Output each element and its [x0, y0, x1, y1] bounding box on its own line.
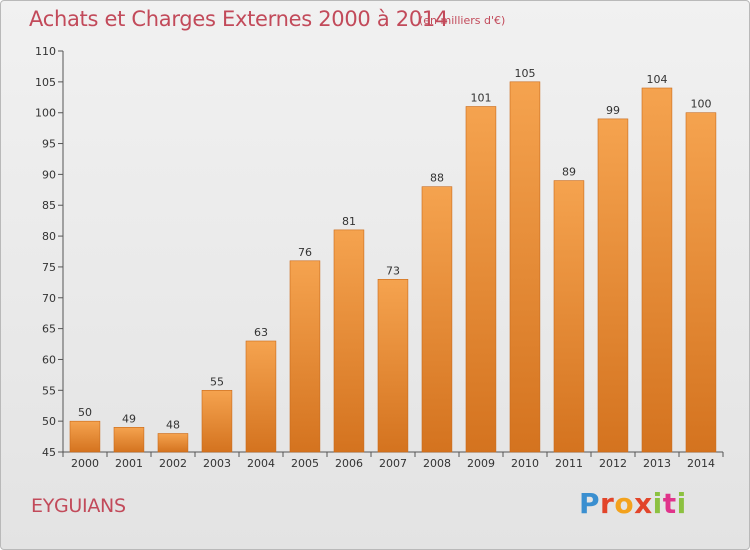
x-tick-label: 2012 [599, 457, 627, 470]
bar-2000 [69, 420, 101, 453]
chart-subtitle: (en milliers d'€) [419, 14, 506, 27]
y-tick-label: 65 [42, 323, 56, 336]
data-label: 63 [254, 326, 268, 339]
data-label: 48 [166, 418, 180, 431]
y-tick-label: 105 [35, 76, 56, 89]
bar-2005 [289, 260, 321, 453]
data-label: 88 [430, 172, 444, 185]
x-tick-label: 2014 [687, 457, 715, 470]
x-tick-label: 2000 [71, 457, 99, 470]
y-tick-label: 85 [42, 199, 56, 212]
proxiti-logo[interactable]: Proxiti [579, 487, 687, 520]
bar-2006 [333, 229, 365, 453]
bar-2003 [201, 389, 233, 453]
data-label: 55 [210, 375, 224, 388]
bar-2004 [245, 340, 277, 453]
data-label: 99 [606, 104, 620, 117]
y-tick-label: 110 [35, 45, 56, 58]
bar-2013 [641, 87, 673, 453]
data-label: 105 [515, 67, 536, 80]
x-tick-label: 2009 [467, 457, 495, 470]
x-tick-label: 2002 [159, 457, 187, 470]
data-label: 89 [562, 166, 576, 179]
y-tick-label: 95 [42, 138, 56, 151]
x-tick-label: 2010 [511, 457, 539, 470]
bar-2010 [509, 81, 541, 453]
bar-2008 [421, 186, 453, 453]
data-label: 73 [386, 264, 400, 277]
town-name: EYGUIANS [31, 495, 126, 517]
bar-2011 [553, 180, 585, 453]
data-label: 49 [122, 412, 136, 425]
x-tick-label: 2006 [335, 457, 363, 470]
data-label: 50 [78, 406, 92, 419]
data-label: 101 [471, 92, 492, 105]
data-label: 104 [647, 73, 668, 86]
y-tick-label: 70 [42, 292, 56, 305]
bar-2009 [465, 106, 497, 453]
x-tick-label: 2004 [247, 457, 275, 470]
data-label: 100 [691, 98, 712, 111]
bar-2007 [377, 278, 409, 453]
y-tick-label: 80 [42, 230, 56, 243]
bar-2014 [685, 112, 717, 453]
y-tick-label: 100 [35, 107, 56, 120]
x-tick-label: 2001 [115, 457, 143, 470]
x-tick-label: 2008 [423, 457, 451, 470]
chart-title: Achats et Charges Externes 2000 à 2014 [29, 7, 449, 31]
y-tick-label: 55 [42, 384, 56, 397]
x-tick-label: 2013 [643, 457, 671, 470]
x-tick-label: 2003 [203, 457, 231, 470]
y-tick-label: 50 [42, 415, 56, 428]
x-tick-label: 2005 [291, 457, 319, 470]
y-tick-label: 90 [42, 168, 56, 181]
y-tick-label: 45 [42, 446, 56, 459]
y-tick-label: 60 [42, 353, 56, 366]
x-tick-label: 2011 [555, 457, 583, 470]
x-tick-label: 2007 [379, 457, 407, 470]
bar-2001 [113, 426, 145, 453]
bar-2002 [157, 433, 189, 453]
data-label: 76 [298, 246, 312, 259]
y-tick-label: 75 [42, 261, 56, 274]
data-label: 81 [342, 215, 356, 228]
bar-2012 [597, 118, 629, 453]
